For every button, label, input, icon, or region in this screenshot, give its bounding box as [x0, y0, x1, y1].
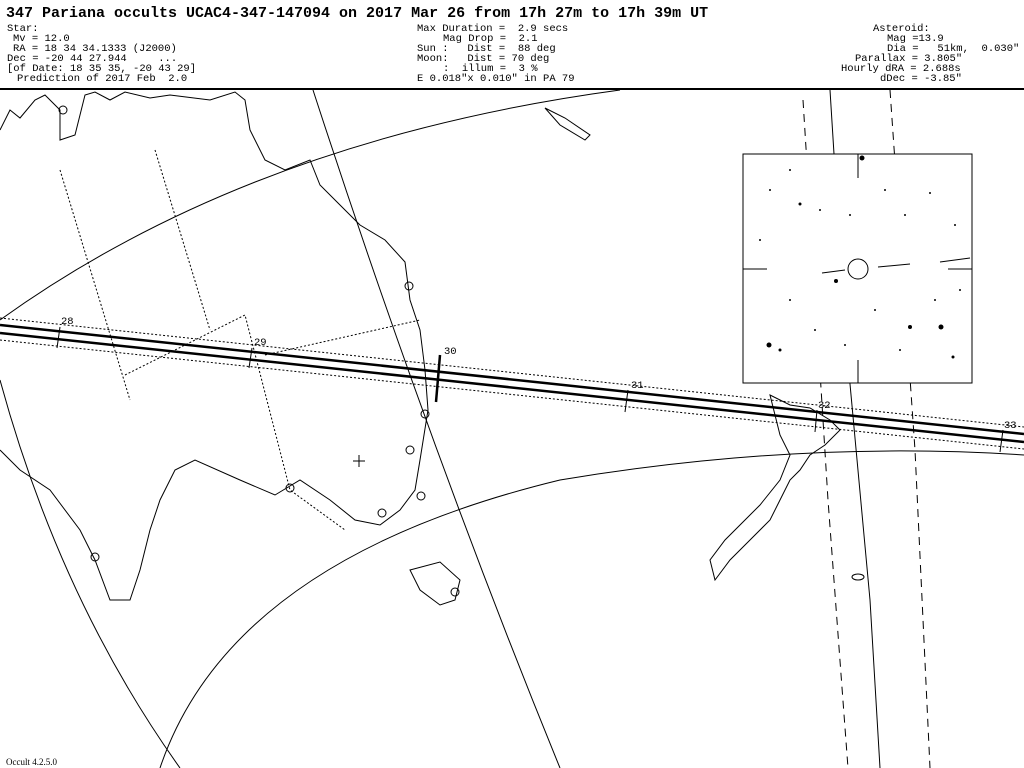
info-line: [of Date: 18 35 35, -20 43 29] — [7, 63, 196, 75]
event-info: Max Duration = 2.9 secs Mag Drop = 2.1 S… — [417, 23, 575, 85]
info-line: Parallax = 3.805" — [855, 53, 962, 65]
asteroid-info: Asteroid: Mag =13.9 Dia = 51km, 0.030" P… — [841, 23, 1019, 85]
info-line: Mag =13.9 — [887, 33, 944, 45]
info-line: Sun : Dist = 88 deg — [417, 43, 556, 55]
info-line: Moon: Dist = 70 deg — [417, 53, 549, 65]
time-label: 32 — [818, 400, 831, 412]
footer: Occult 4.2.5.0 — [6, 757, 57, 767]
field-stars — [759, 155, 961, 359]
path-edge — [0, 323, 1024, 436]
info-line: : illum = 3 % — [443, 63, 538, 75]
time-label: 28 — [61, 316, 74, 328]
info-line: Star: — [7, 23, 39, 35]
path-edge — [0, 331, 1024, 444]
target-circle — [847, 258, 869, 280]
info-line: dDec = -3.85" — [880, 73, 962, 85]
coastline — [0, 91, 865, 606]
info-line: Prediction of 2017 Feb 2.0 — [17, 73, 187, 85]
time-ticks — [56, 326, 1004, 453]
center-tick — [434, 354, 442, 403]
info-line: Max Duration = 2.9 secs — [417, 23, 568, 35]
observer-sites — [58, 105, 460, 597]
info-line: Asteroid: — [873, 23, 930, 35]
info-line: E 0.018"x 0.010" in PA 79 — [417, 73, 575, 85]
info-line: Dec = -20 44 27.944 ... — [7, 53, 177, 65]
time-label: 31 — [631, 380, 644, 392]
title: 347 Pariana occults UCAC4-347-147094 on … — [6, 5, 708, 22]
info-line: Hourly dRA = 2.688s — [841, 63, 961, 75]
inset-markers — [743, 154, 972, 383]
occultation-path: 28 29 30 31 32 33 — [0, 316, 1024, 453]
info-line: Dia = 51km, 0.030" — [887, 43, 1019, 55]
time-label: 29 — [254, 337, 267, 349]
info-line: RA = 18 34 34.1333 (J2000) — [13, 43, 177, 55]
time-label: 33 — [1004, 420, 1017, 432]
star-chart-inset — [742, 153, 973, 384]
time-label: 30 — [444, 346, 457, 358]
info-line: Mv = 12.0 — [13, 33, 70, 45]
info-line: Mag Drop = 2.1 — [443, 33, 538, 45]
star-info: Star: Mv = 12.0 RA = 18 34 34.1333 (J200… — [7, 23, 196, 85]
